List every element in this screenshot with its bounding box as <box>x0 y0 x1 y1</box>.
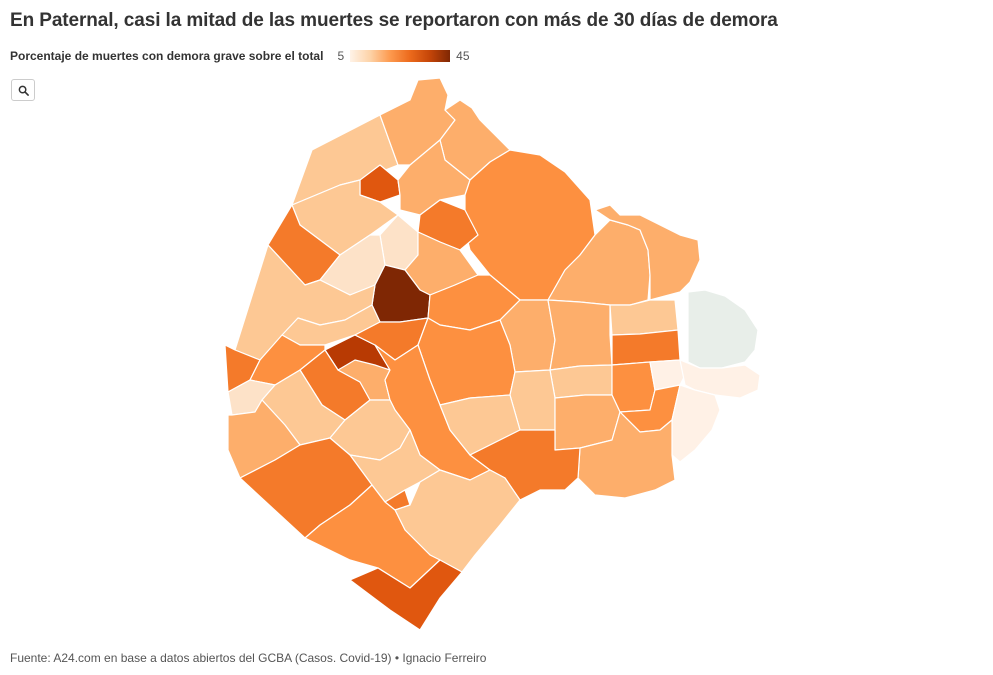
legend-max: 45 <box>456 49 470 63</box>
zoom-button[interactable] <box>11 79 35 101</box>
legend-gradient-bar <box>350 50 451 62</box>
legend-label: Porcentaje de muertes con demora grave s… <box>10 49 324 63</box>
map-area-puerto-madero[interactable] <box>649 359 686 391</box>
map-area-palermo-coast[interactable] <box>594 204 701 301</box>
map-area-san-nicolas[interactable] <box>611 361 656 413</box>
legend-min: 5 <box>337 49 345 63</box>
map-area-recoleta[interactable] <box>547 299 613 371</box>
color-legend: Porcentaje de muertes con demora grave s… <box>10 49 470 63</box>
map-area-recoleta-east[interactable] <box>609 299 679 336</box>
footer-source: Fuente: A24.com en base a datos abiertos… <box>10 651 487 665</box>
map-area-mataderos[interactable] <box>227 399 301 479</box>
map-area-reserve <box>687 289 759 369</box>
map-area-retiro[interactable] <box>611 329 681 366</box>
map-area-balvanera[interactable] <box>549 364 613 399</box>
search-icon <box>18 85 29 96</box>
map-area-boca-coast[interactable] <box>671 384 721 463</box>
map-area-south-tip[interactable] <box>349 559 463 631</box>
chart-title: En Paternal, casi la mitad de las muerte… <box>10 10 778 31</box>
